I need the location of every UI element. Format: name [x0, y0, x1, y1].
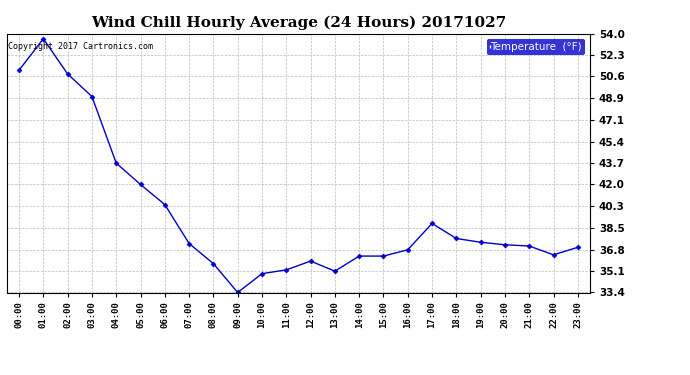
Title: Wind Chill Hourly Average (24 Hours) 20171027: Wind Chill Hourly Average (24 Hours) 201…: [91, 15, 506, 30]
Legend: Temperature  (°F): Temperature (°F): [487, 39, 584, 55]
Text: Copyright 2017 Cartronics.com: Copyright 2017 Cartronics.com: [8, 42, 153, 51]
